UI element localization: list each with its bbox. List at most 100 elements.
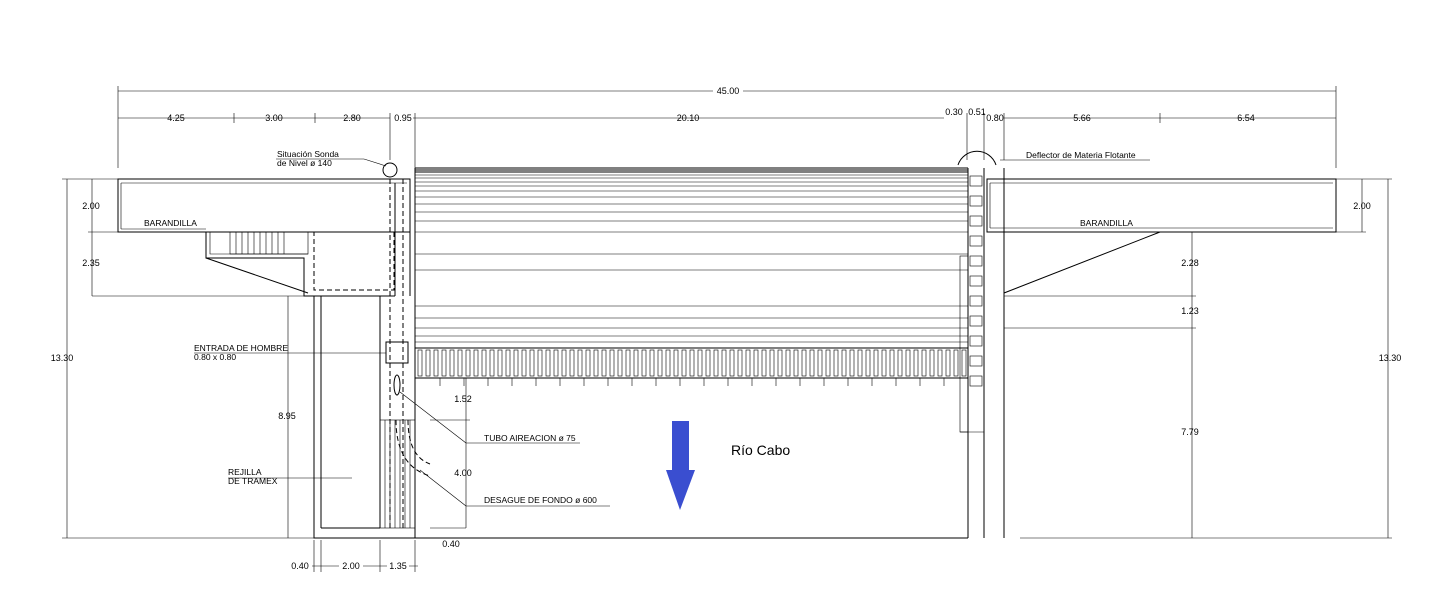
label-barandilla-right: BARANDILLA xyxy=(1080,218,1133,228)
dim-top-10: 6.54 xyxy=(1237,113,1255,123)
rack-bar xyxy=(617,349,623,377)
down-arrow-icon xyxy=(666,421,695,510)
dim-right-1: 2.00 xyxy=(1353,201,1371,211)
right-pier xyxy=(957,150,1005,538)
bottom-dimension-chain: 0.40 2.00 1.35 xyxy=(290,540,418,572)
rack-bar xyxy=(577,349,583,377)
rack-bar xyxy=(457,349,463,377)
label-sonda-1: Situación Sonda xyxy=(277,149,339,159)
dim-left-total: 13.30 xyxy=(51,353,74,363)
rack-bar xyxy=(897,349,903,377)
dim-right-4: 7.79 xyxy=(1181,427,1199,437)
rack-bar xyxy=(633,349,639,377)
rack-bar xyxy=(937,349,943,377)
rack-bar xyxy=(673,349,679,377)
rack-bar xyxy=(889,349,895,377)
rack-bar xyxy=(825,349,831,377)
deflector-icon xyxy=(957,150,997,166)
rack-bar xyxy=(881,349,887,377)
dim-left-2: 2.35 xyxy=(82,258,100,268)
rack-bar xyxy=(913,349,919,377)
rack-bar xyxy=(465,349,471,377)
rack-bar xyxy=(537,349,543,377)
label-entrada-1: ENTRADA DE HOMBRE xyxy=(194,343,288,353)
rack-bar xyxy=(473,349,479,377)
rack-bar xyxy=(817,349,823,377)
rack-bar xyxy=(505,349,511,377)
label-entrada-2: 0.80 x 0.80 xyxy=(194,352,236,362)
rack-bar xyxy=(553,349,559,377)
rack-bar xyxy=(649,349,655,377)
rack-bar xyxy=(705,349,711,377)
trash-rack xyxy=(417,349,967,386)
rack-bar xyxy=(953,349,959,377)
dim-inner-8-95: 8.95 xyxy=(278,411,296,421)
rack-bar xyxy=(865,349,871,377)
rack-bar xyxy=(729,349,735,377)
rack-bar xyxy=(793,349,799,377)
left-vertical-dimensions: 2.00 2.35 13.30 xyxy=(51,178,314,539)
rack-bar xyxy=(713,349,719,377)
rack-bar xyxy=(769,349,775,377)
dim-right-total: 13.30 xyxy=(1379,353,1402,363)
rack-bar xyxy=(545,349,551,377)
rack-bar xyxy=(425,349,431,377)
rack-bar xyxy=(529,349,535,377)
dim-bottom-1: 0.40 xyxy=(291,561,309,571)
rack-bar xyxy=(433,349,439,377)
dim-overall: 45.00 xyxy=(717,86,740,96)
right-deck: BARANDILLA xyxy=(986,178,1337,329)
rack-bar xyxy=(665,349,671,377)
dim-inner-1-52: 1.52 xyxy=(454,394,472,404)
annotations: Situación Sonda de Nivel ø 140 Deflector… xyxy=(194,149,1150,507)
rack-bar xyxy=(841,349,847,377)
rack-bar xyxy=(857,349,863,377)
rack-bar xyxy=(929,349,935,377)
level-probe-icon xyxy=(382,162,398,178)
tramex-grating xyxy=(379,419,416,529)
drain-pipe xyxy=(395,419,431,477)
rack-bar xyxy=(689,349,695,377)
left-deck: BARANDILLA xyxy=(92,178,411,297)
rack-bar xyxy=(961,349,967,377)
rack-bar xyxy=(801,349,807,377)
river-name: Río Cabo xyxy=(731,442,790,458)
rack-bar xyxy=(481,349,487,377)
rack-bar xyxy=(489,349,495,377)
rack-bar xyxy=(849,349,855,377)
label-rejilla-1: REJILLA xyxy=(228,467,262,477)
dim-top-1: 4.25 xyxy=(167,113,185,123)
rack-bar xyxy=(513,349,519,377)
dim-top-8: 0.80 xyxy=(986,113,1004,123)
label-barandilla-left: BARANDILLA xyxy=(144,218,197,228)
rack-bar xyxy=(449,349,455,377)
rack-bar xyxy=(697,349,703,377)
label-rejilla-2: DE TRAMEX xyxy=(228,476,278,486)
rack-bar xyxy=(561,349,567,377)
rack-bar xyxy=(737,349,743,377)
dim-right-2: 2.28 xyxy=(1181,258,1199,268)
label-desague: DESAGUE DE FONDO ø 600 xyxy=(484,495,597,505)
dim-top-2: 3.00 xyxy=(265,113,283,123)
dim-top-5: 20.10 xyxy=(677,113,700,123)
rack-bar xyxy=(609,349,615,377)
rack-bar xyxy=(641,349,647,377)
dim-inner-4-00: 4.00 xyxy=(454,468,472,478)
rack-bar xyxy=(833,349,839,377)
dim-top-3: 2.80 xyxy=(343,113,361,123)
manhole-opening xyxy=(385,341,409,364)
dim-inner-0-40: 0.40 xyxy=(442,539,460,549)
dim-top-7: 0.51 xyxy=(968,107,986,117)
rack-bar xyxy=(777,349,783,377)
rack-bar xyxy=(873,349,879,377)
rack-bar xyxy=(905,349,911,377)
rack-bar xyxy=(785,349,791,377)
rack-bar xyxy=(657,349,663,377)
right-vertical-dimensions: 2.00 2.28 1.23 7.79 13.30 xyxy=(1020,178,1402,539)
overall-dimension: 45.00 xyxy=(117,86,1337,168)
rack-bar xyxy=(417,349,423,377)
dim-left-1: 2.00 xyxy=(82,201,100,211)
stair-hatch xyxy=(235,232,285,254)
rack-bar xyxy=(809,349,815,377)
